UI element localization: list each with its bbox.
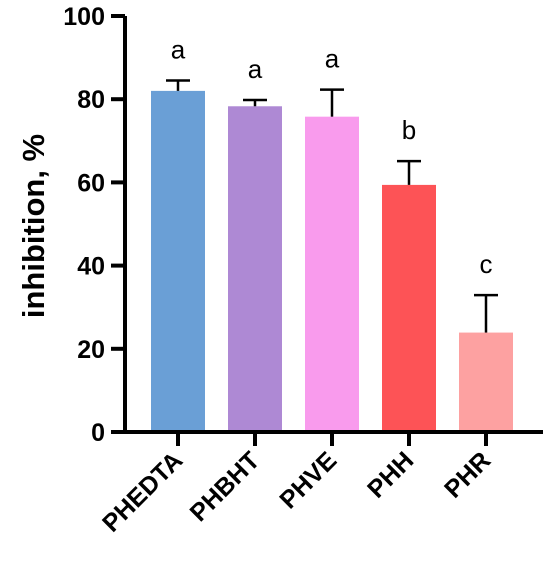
significance-letter: a [248, 54, 263, 84]
y-tick-label: 20 [77, 336, 105, 364]
y-tick-label: 100 [63, 3, 105, 31]
y-tick-label: 60 [77, 169, 105, 197]
bars-group [151, 90, 513, 432]
bar [151, 90, 205, 432]
category-label: PHBHT [185, 446, 266, 527]
significance-letter: a [325, 44, 340, 74]
category-label: PHVE [274, 446, 342, 514]
significance-letter: a [171, 34, 186, 64]
bar [228, 106, 282, 432]
bar [459, 332, 513, 432]
y-axis-title: inhibition, % [16, 134, 51, 318]
bar [305, 116, 359, 432]
significance-letter: c [480, 249, 493, 279]
y-axis-ticks: 0 20 40 60 80 100 [63, 3, 125, 447]
y-tick-label: 40 [77, 253, 105, 281]
significance-letter: b [402, 115, 416, 145]
category-label: PHH [362, 446, 419, 503]
bar [382, 184, 436, 432]
y-tick-label: 0 [91, 419, 105, 447]
error-bars-group [166, 79, 498, 333]
y-tick-label: 80 [77, 86, 105, 114]
category-label: PHR [439, 446, 496, 503]
category-label: PHEDTA [97, 446, 188, 537]
significance-labels: a a a b c [171, 34, 493, 279]
